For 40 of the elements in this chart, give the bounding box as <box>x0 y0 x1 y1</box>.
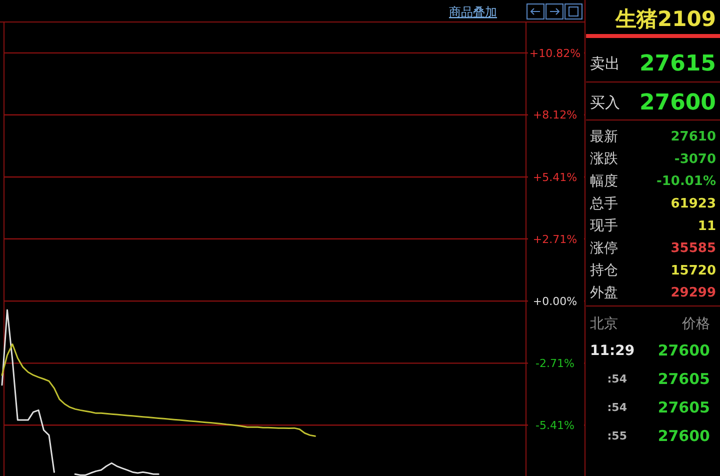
text: 北京 <box>590 316 618 332</box>
text: 11:29 <box>590 342 635 359</box>
y-tick-label: +0.00% <box>532 294 578 308</box>
text: :55 <box>607 429 627 442</box>
text: 27605 <box>658 370 710 388</box>
text: 27610 <box>670 130 716 145</box>
text: 价格 <box>681 316 710 332</box>
text: 涨停 <box>590 240 618 256</box>
text: 生猪2109 <box>614 7 716 31</box>
text: :54 <box>607 400 628 414</box>
text: 商品叠加 <box>449 5 497 19</box>
text: 27615 <box>639 52 716 77</box>
y-tick-label: +8.12% <box>532 108 578 122</box>
text: 27600 <box>639 90 716 116</box>
y-tick-label: -2.71% <box>536 357 574 370</box>
text: -3070 <box>674 152 716 167</box>
text: 27605 <box>658 398 710 416</box>
text: -10.01% <box>656 174 716 190</box>
text: 外盘 <box>590 285 618 301</box>
line-series <box>1 343 316 437</box>
text: 27600 <box>658 426 710 445</box>
text: :54 <box>607 372 628 386</box>
text: 总手 <box>589 196 618 212</box>
text: 买入 <box>590 93 620 112</box>
y-tick-label: +2.71% <box>532 232 578 246</box>
text: 35585 <box>670 241 716 256</box>
text: 61923 <box>670 196 716 212</box>
y-tick-label: +10.82% <box>529 46 581 60</box>
text: 29299 <box>670 286 716 301</box>
y-tick-label: +5.41% <box>532 170 578 184</box>
text: 持仓 <box>590 262 618 279</box>
text: 27600 <box>658 341 710 360</box>
text: 卖出 <box>590 54 620 72</box>
text: 涨跌 <box>590 151 618 168</box>
y-tick-label: -5.41% <box>536 418 574 432</box>
text: 最新 <box>590 128 618 145</box>
text: 幅度 <box>590 174 618 190</box>
text: 11 <box>698 218 716 234</box>
text: 现手 <box>590 218 618 234</box>
text: 15720 <box>670 263 716 278</box>
